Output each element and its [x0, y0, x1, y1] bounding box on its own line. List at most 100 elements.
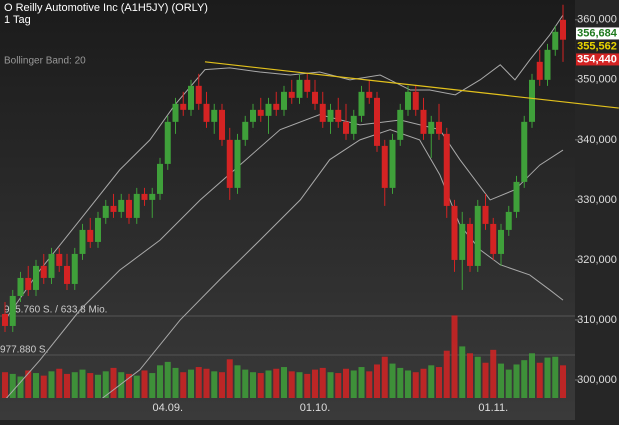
volume-bar: [33, 373, 39, 398]
candle-body: [281, 91, 287, 110]
candle-body: [95, 217, 101, 242]
volume-bar: [242, 369, 249, 398]
volume-annotation: 977.880 S.: [0, 345, 48, 356]
candle-body: [451, 205, 458, 260]
volume-bar: [95, 374, 101, 398]
candle-body: [343, 121, 349, 134]
candle-body: [490, 223, 497, 254]
candle-body: [389, 139, 396, 188]
volume-bar: [40, 375, 47, 398]
chart-subtitle: 1 Tag: [4, 14, 31, 26]
candle-body: [296, 79, 303, 98]
candle-body: [226, 139, 233, 188]
candle-body: [211, 109, 218, 122]
candle-body: [474, 205, 481, 266]
volume-bar: [126, 373, 132, 398]
candle-body: [133, 193, 140, 218]
candle-body: [141, 193, 148, 200]
candle-body: [17, 277, 24, 296]
candle-body: [25, 277, 32, 290]
volume-bar: [513, 364, 520, 398]
candle-body: [79, 229, 86, 254]
volume-bar: [110, 367, 117, 398]
volume-bar: [195, 367, 202, 398]
candle-body: [118, 199, 125, 212]
candle-body: [560, 19, 566, 40]
indicator-label: Bollinger Band: 20: [4, 56, 86, 67]
candle-body: [412, 91, 419, 110]
volume-bar: [544, 357, 551, 398]
candle-body: [304, 79, 311, 92]
volume-bar: [389, 363, 396, 398]
price-tag: [576, 27, 619, 40]
candle-body: [172, 103, 179, 122]
candle-body: [102, 205, 109, 218]
candle-body: [467, 223, 473, 266]
volume-bar: [443, 350, 450, 398]
volume-bar: [157, 365, 163, 398]
candle-body: [87, 229, 94, 242]
y-tick-label: 330,000: [577, 194, 617, 206]
volume-bar: [490, 349, 497, 398]
y-tick-label: 340,000: [577, 134, 617, 146]
volume-bar: [219, 372, 225, 398]
candle-body: [436, 121, 442, 134]
bollinger-lower: [101, 129, 564, 398]
volume-bar: [102, 371, 109, 398]
volume-bar: [250, 372, 256, 398]
y-tick-label: 310,000: [577, 314, 617, 326]
candle-body: [459, 223, 466, 260]
x-tick-label: 01.10.: [300, 402, 331, 414]
candle-body: [552, 31, 559, 50]
volume-bar: [56, 368, 63, 398]
volume-bar: [172, 367, 179, 398]
candle-body: [420, 109, 427, 134]
candle-body: [544, 49, 551, 80]
volume-bar: [552, 356, 559, 398]
volume-bar: [536, 362, 543, 398]
price-tag: [576, 40, 619, 53]
volume-bar: [87, 373, 94, 398]
volume-bar: [48, 371, 55, 398]
candle-body: [513, 181, 520, 212]
candle-body: [366, 91, 373, 98]
volume-bar: [304, 373, 311, 398]
y-tick-label: 300,000: [577, 374, 617, 386]
candle-body: [397, 109, 404, 140]
candle-body: [40, 265, 47, 278]
volume-bar: [149, 373, 156, 398]
candle-body: [327, 109, 334, 122]
volume-bar: [164, 361, 171, 398]
candle-body: [126, 199, 132, 218]
volume-bar: [397, 367, 404, 398]
volume-bar: [71, 372, 78, 398]
trendline: [204, 61, 619, 109]
price-tag-label: 355,562: [577, 40, 617, 52]
volume-bar: [343, 368, 349, 398]
candle-body: [288, 91, 295, 98]
volume-bar: [296, 372, 303, 398]
volume-bar: [459, 346, 466, 398]
candle-body: [428, 121, 435, 134]
volume-bar: [358, 367, 365, 398]
price-tag: [576, 53, 619, 66]
volume-bar: [529, 353, 535, 398]
candle-body: [56, 253, 63, 266]
candle-body: [2, 313, 8, 326]
candle-body: [234, 139, 241, 188]
volume-bar: [335, 373, 342, 398]
volume-bar: [467, 353, 473, 398]
candle-body: [164, 121, 171, 164]
volume-bar: [560, 365, 566, 398]
volume-bar: [436, 367, 442, 398]
volume-bar: [133, 375, 140, 398]
plot-area: [2, 4, 566, 398]
volume-bar: [374, 364, 380, 398]
volume-bar: [327, 372, 334, 398]
bollinger-middle: [5, 114, 564, 398]
volume-bar: [9, 373, 16, 398]
candle-body: [9, 295, 16, 326]
candle-body: [203, 103, 210, 122]
